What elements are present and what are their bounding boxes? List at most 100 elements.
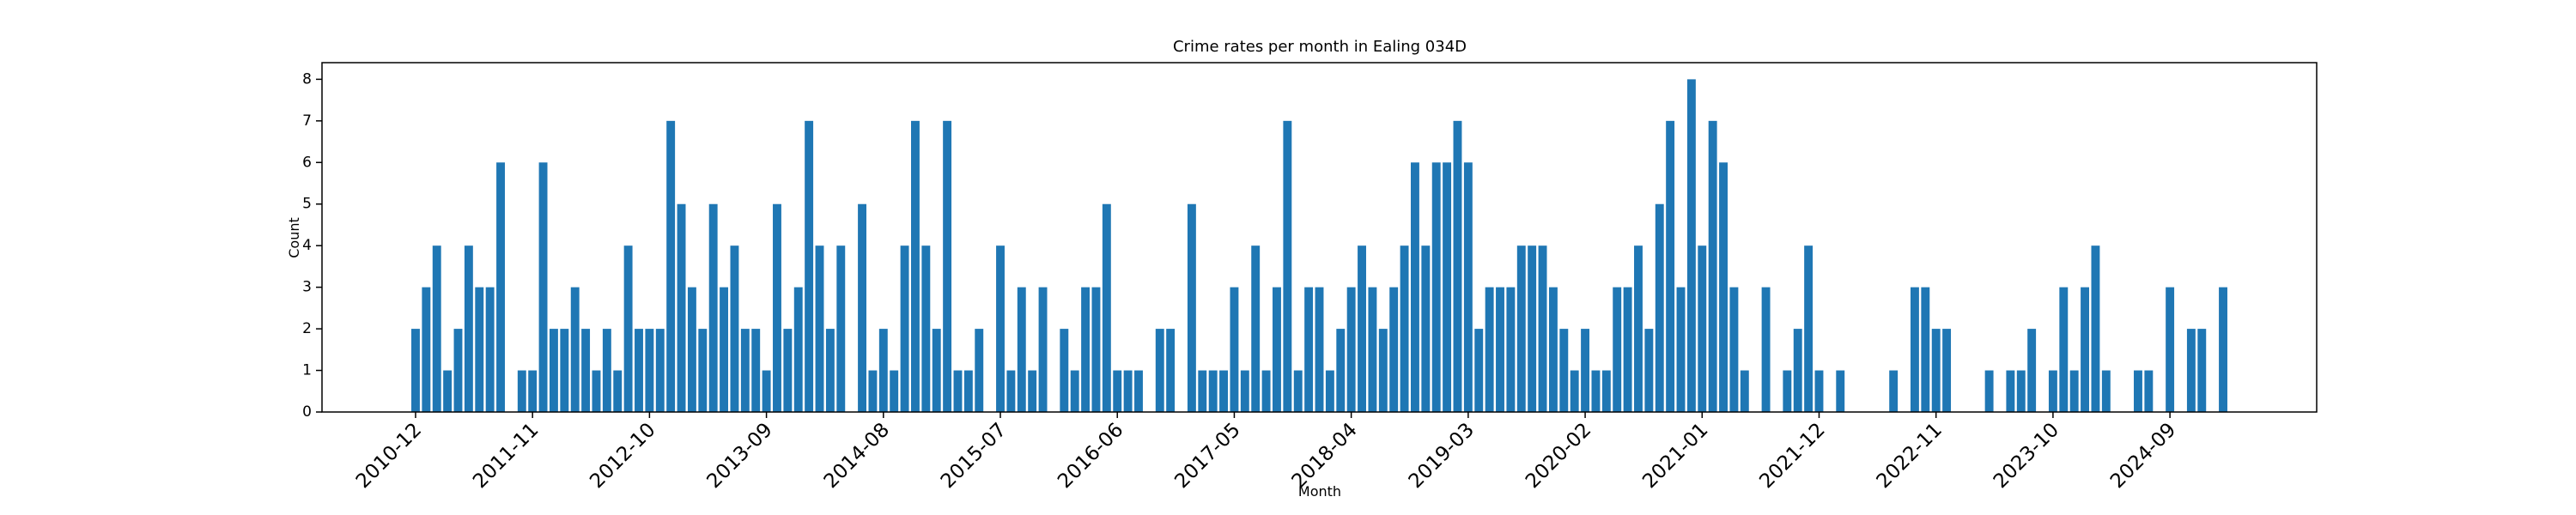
bar <box>1591 370 1601 412</box>
bar <box>2059 287 2069 412</box>
x-tick-label: 2022-11 <box>1873 419 1947 493</box>
bar <box>773 203 781 412</box>
bar <box>698 329 708 412</box>
y-axis-label: Count <box>286 217 302 258</box>
bar <box>1251 245 1261 412</box>
bar <box>1783 370 1792 412</box>
bar <box>1666 120 1675 413</box>
bar <box>1719 162 1728 413</box>
bar <box>2006 370 2015 412</box>
bar <box>443 370 453 412</box>
bar <box>1091 287 1101 412</box>
y-tick-label: 3 <box>302 279 312 296</box>
bar <box>1931 329 1941 412</box>
bar <box>1166 329 1176 412</box>
bar <box>2016 370 2026 412</box>
bar <box>1421 245 1431 412</box>
plot-frame <box>321 62 2318 413</box>
bar <box>1474 329 1484 412</box>
bar <box>953 370 963 412</box>
bar <box>1304 287 1314 412</box>
x-tick-label: 2011-11 <box>469 419 543 493</box>
bar <box>2166 287 2175 412</box>
y-tick-label: 1 <box>302 362 312 379</box>
bar <box>1187 203 1196 412</box>
bar <box>1283 120 1292 413</box>
bar <box>868 370 878 412</box>
bar <box>2069 370 2079 412</box>
bar <box>623 245 633 412</box>
bar <box>666 120 676 413</box>
bar <box>996 245 1005 412</box>
bar <box>1655 203 1664 412</box>
bar <box>1038 287 1048 412</box>
bar <box>708 203 718 412</box>
bar <box>602 329 611 412</box>
x-tick-label: 2020-02 <box>1522 419 1595 493</box>
bar <box>825 329 835 412</box>
bar <box>1570 370 1579 412</box>
bar <box>1804 245 1814 412</box>
x-tick-label: 2012-10 <box>586 419 659 493</box>
bar <box>432 245 441 412</box>
bar <box>645 329 654 412</box>
bar <box>581 329 591 412</box>
bar <box>1581 329 1590 412</box>
bar <box>911 120 920 413</box>
bar <box>836 245 846 412</box>
bar <box>464 245 473 412</box>
bar <box>422 287 431 412</box>
bar <box>677 203 686 412</box>
bar <box>2048 370 2057 412</box>
bar <box>570 287 580 412</box>
bar <box>528 370 538 412</box>
bar <box>655 329 665 412</box>
y-tick-label: 7 <box>302 112 312 130</box>
bar <box>1336 329 1346 412</box>
bar <box>2101 370 2111 412</box>
bar <box>1293 370 1303 412</box>
bar <box>1219 370 1229 412</box>
bar <box>517 370 526 412</box>
y-tick-label: 5 <box>302 196 312 213</box>
x-tick-label: 2019-03 <box>1405 419 1479 493</box>
bar <box>1155 329 1164 412</box>
bar <box>1889 370 1899 412</box>
x-tick-label: 2017-05 <box>1170 419 1244 493</box>
bar <box>740 329 750 412</box>
bar <box>1910 287 1919 412</box>
bar <box>932 329 941 412</box>
bar <box>975 329 984 412</box>
bar <box>858 203 866 412</box>
bar <box>1273 287 1281 412</box>
bar <box>1921 287 1930 412</box>
x-tick-label: 2024-09 <box>2106 419 2180 493</box>
bar <box>783 329 793 412</box>
bar <box>762 370 771 412</box>
bar <box>1984 370 1994 412</box>
bar <box>2081 287 2090 412</box>
bar <box>1060 329 1069 412</box>
bar <box>549 329 558 412</box>
bar <box>2219 287 2227 412</box>
bar <box>963 370 973 412</box>
bar <box>1676 287 1686 412</box>
bar <box>1548 287 1558 412</box>
bar <box>1368 287 1377 412</box>
bar <box>815 245 824 412</box>
x-tick-label: 2014-08 <box>820 419 894 493</box>
x-tick-label: 2015-07 <box>937 419 1011 493</box>
x-tick-label: 2010-12 <box>352 419 426 493</box>
bar <box>496 162 505 413</box>
bar <box>1006 370 1016 412</box>
x-tick-label: 2021-12 <box>1755 419 1829 493</box>
x-tick-label: 2023-10 <box>1990 419 2063 493</box>
bar <box>1400 245 1409 412</box>
y-tick-label: 6 <box>302 154 312 171</box>
bar <box>1389 287 1399 412</box>
bar <box>1516 245 1526 412</box>
bar <box>1601 370 1611 412</box>
x-axis-label: Month <box>1298 483 1341 500</box>
x-tick-label: 2013-09 <box>702 419 776 493</box>
bar <box>1761 287 1771 412</box>
